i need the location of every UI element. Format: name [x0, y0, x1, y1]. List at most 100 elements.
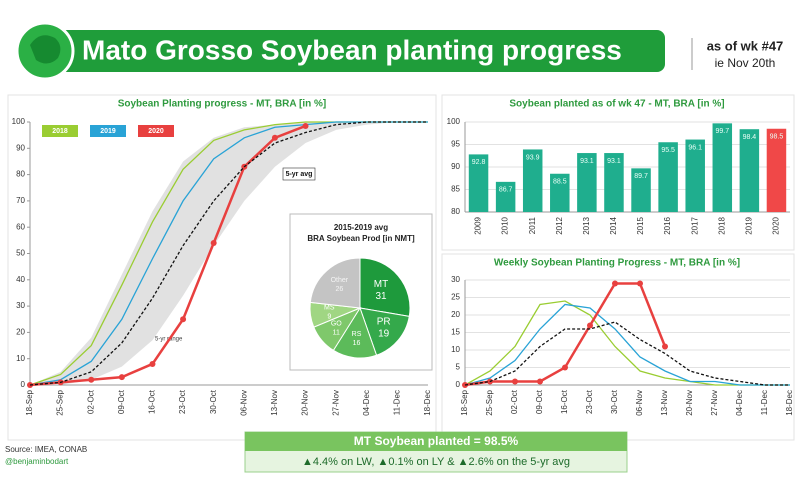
x-tick-label: 16-Oct [148, 389, 157, 414]
x-tick-label: 16-Oct [560, 389, 569, 414]
bar [577, 153, 597, 212]
y-tick-label: 30 [16, 301, 25, 310]
bar [631, 168, 651, 212]
series-marker [637, 280, 643, 287]
x-tick-label: 2020 [772, 216, 781, 234]
legend-swatch [42, 125, 78, 137]
y-tick-label: 20 [16, 328, 25, 337]
x-tick-label: 25-Sep [56, 389, 65, 415]
y-tick-label: 0 [456, 380, 461, 389]
bar [522, 149, 543, 212]
legend-label: 2020 [148, 128, 164, 135]
series-marker [537, 378, 543, 385]
bar-value-label: 89.7 [634, 173, 648, 180]
pie-value-label: 16 [353, 340, 361, 347]
bar-value-label: 86.7 [499, 187, 513, 194]
x-tick-label: 18-Dec [785, 390, 794, 416]
logo-map [30, 35, 61, 64]
pie-category-label: GO [331, 320, 342, 327]
x-tick-label: 2013 [582, 216, 591, 234]
y-tick-label: 0 [21, 380, 26, 389]
y-tick-label: 40 [16, 275, 25, 284]
series-marker [302, 122, 309, 129]
x-tick-label: 13-Nov [660, 390, 669, 416]
x-tick-label: 2012 [555, 216, 564, 234]
x-tick-label: 11-Dec [760, 390, 769, 415]
x-tick-label: 30-Oct [610, 389, 619, 414]
legend-swatch [90, 125, 126, 137]
x-tick-label: 23-Oct [585, 389, 594, 414]
x-tick-label: 09-Oct [535, 389, 544, 414]
page-title: Mato Grosso Soybean planting progress [82, 34, 622, 65]
bar-value-label: 93.1 [580, 158, 594, 165]
y-tick-label: 50 [16, 249, 25, 258]
legend-swatch [138, 125, 174, 137]
bar [495, 181, 516, 212]
bar [766, 128, 787, 212]
series-line [29, 121, 428, 386]
x-tick-label: 23-Oct [178, 389, 187, 414]
pie-category-label: RS [352, 331, 362, 338]
series-marker [210, 239, 217, 246]
y-tick-label: 85 [451, 185, 460, 194]
bar [550, 173, 570, 212]
avg-label: 5-yr avg [286, 171, 313, 178]
summary-headline: MT Soybean planted = 98.5% [354, 434, 519, 448]
series-marker [271, 134, 278, 141]
pie-category-label: PR [377, 317, 391, 328]
pie-value-label: 11 [333, 329, 340, 336]
series-line [464, 303, 790, 386]
bar-value-label: 88.5 [553, 179, 567, 186]
bar-value-label: 96.1 [688, 144, 702, 151]
y-tick-label: 80 [16, 170, 25, 179]
pie-value-label: 9 [327, 314, 331, 321]
x-tick-label: 2011 [528, 216, 537, 234]
series-marker [88, 376, 95, 383]
y-tick-label: 80 [451, 207, 460, 216]
series-line [464, 321, 790, 386]
pie-slice [309, 257, 361, 309]
y-tick-label: 90 [451, 162, 460, 171]
bar-value-label: 98.4 [743, 134, 757, 141]
pie-category-label: MS [324, 305, 335, 312]
bar-value-label: 95.5 [661, 147, 675, 154]
chart-title: Soybean planted as of wk 47 - MT, BRA [i… [509, 99, 724, 110]
bar-value-label: 92.8 [472, 159, 486, 166]
x-tick-label: 18-Dec [423, 390, 432, 416]
chart-title: Weekly Soybean Planting Progress - MT, B… [494, 258, 740, 269]
y-tick-label: 95 [451, 140, 460, 149]
x-tick-label: 06-Nov [239, 390, 248, 416]
chart-title: Soybean Planting progress - MT, BRA [in … [118, 99, 327, 110]
y-tick-label: 5 [456, 363, 461, 372]
x-tick-label: 13-Nov [270, 390, 279, 416]
source: Source: IMEA, CONAB [5, 445, 87, 454]
avg-label-box [282, 167, 316, 181]
x-tick-label: 2015 [636, 216, 645, 234]
series-marker [587, 322, 593, 329]
range-band [30, 122, 428, 385]
series-marker [118, 374, 125, 381]
y-tick-label: 30 [451, 275, 460, 284]
x-tick-label: 20-Nov [685, 390, 694, 416]
y-tick-label: 25 [451, 293, 460, 302]
x-tick-label: 11-Dec [392, 390, 401, 415]
x-tick-label: 09-Oct [117, 389, 126, 414]
series-marker [562, 364, 568, 371]
as-of-week: as of wk #47 [707, 38, 784, 53]
bar-value-label: 93.9 [526, 154, 540, 161]
series-marker [612, 280, 618, 287]
legend-label: 2019 [100, 128, 116, 135]
x-tick-label: 2018 [717, 216, 726, 234]
y-tick-label: 70 [16, 196, 25, 205]
pie-value-label: 19 [378, 329, 390, 340]
series-marker [180, 316, 187, 323]
x-tick-label: 30-Oct [209, 389, 218, 414]
summary-detail: ▲4.4% on LW, ▲0.1% on LY & ▲2.6% on the … [302, 456, 570, 468]
y-tick-label: 100 [447, 117, 461, 126]
x-tick-label: 02-Oct [510, 389, 519, 414]
bar [658, 142, 678, 212]
pie-category-label: MT [374, 279, 388, 290]
x-tick-label: 20-Nov [301, 390, 310, 416]
pie-subtitle: BRA Soybean Prod [in NMT] [307, 234, 415, 243]
